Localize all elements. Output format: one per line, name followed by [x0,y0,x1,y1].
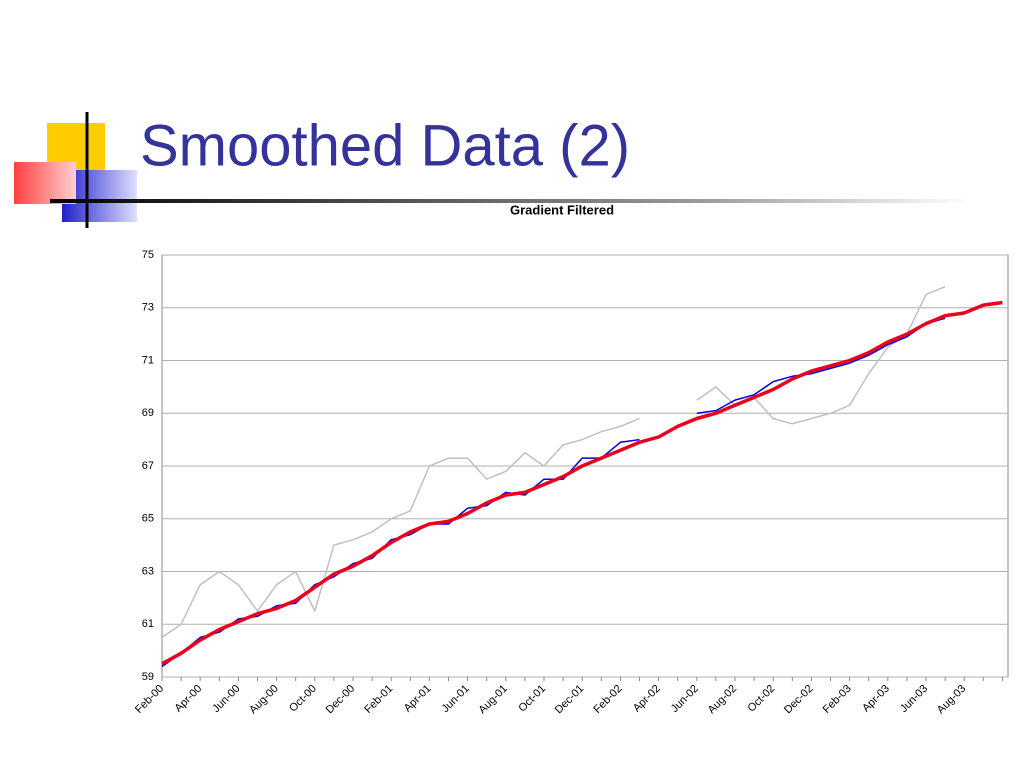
x-tick-label: Oct-02 [746,683,778,715]
x-tick-label: Apr-01 [402,683,434,715]
x-tick-label: Oct-00 [287,683,319,715]
x-tick-label: Aug-02 [706,683,740,717]
x-tick-label: Apr-00 [173,683,205,715]
x-tick-label: Jun-00 [210,683,242,715]
x-tick-label: Feb-02 [591,683,624,716]
y-tick-label: 67 [142,460,154,472]
x-tick-label: Dec-00 [324,683,358,717]
y-tick-label: 73 [142,302,154,314]
y-tick-label: 69 [142,407,154,419]
series-line [161,317,946,668]
x-tick-label: Dec-01 [553,683,587,717]
x-tick-label: Feb-03 [821,683,854,716]
series-line [161,300,1003,666]
x-tick-label: Dec-02 [782,683,816,717]
y-tick-label: 75 [142,249,154,261]
y-tick-label: 71 [142,354,154,366]
x-tick-label: Oct-01 [516,683,548,715]
x-tick-label: Aug-01 [476,683,510,717]
x-tick-label: Jun-02 [669,683,701,715]
y-tick-label: 63 [142,565,154,577]
y-tick-label: 61 [142,618,154,630]
x-tick-label: Feb-01 [362,683,395,716]
y-tick-label: 65 [142,513,154,525]
slide-title: Smoothed Data (2) [140,113,630,178]
x-tick-label: Apr-03 [860,683,892,715]
x-tick-label: Aug-03 [935,683,969,717]
x-tick-label: Jun-01 [440,683,472,715]
series-line [161,286,946,639]
y-tick-label: 59 [142,671,154,683]
title-rule [50,199,970,203]
chart-title: Gradient Filtered [510,202,614,217]
x-tick-label: Feb-00 [133,683,166,716]
x-tick-label: Apr-02 [631,683,663,715]
x-tick-label: Jun-03 [898,683,930,715]
deco-square [14,162,76,204]
x-tick-label: Aug-00 [247,683,281,717]
